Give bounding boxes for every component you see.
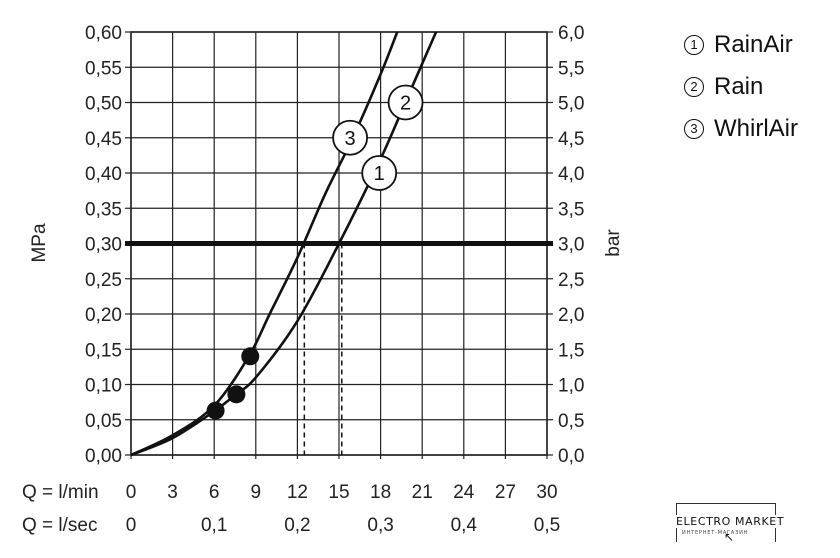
x-flow-tick-label: 30 [536,482,557,503]
x-flow-tick-label: 0 [126,482,137,503]
x-flow-sec-tick-label: 0,3 [367,515,393,536]
curve-marker-circle [332,119,368,156]
y-left-tick-label: 0,45 [85,129,122,150]
data-point [206,401,225,420]
y-right-tick-label: 1,5 [558,340,584,361]
y-right-tick-label: 2,5 [558,270,584,291]
y-left-tick-label: 0,10 [85,376,122,397]
y-left-tick-label: 0,20 [85,305,122,326]
legend-label: Rain [714,73,764,100]
y-right-tick-label: 5,0 [558,94,584,115]
y-left-tick-label: 0,50 [85,94,122,115]
legend-number-badge: 2 [684,77,704,97]
y-right-tick-labels: 0,0 0,5 1,0 1,5 2,0 2,5 3,0 3,5 4,0 4,5 5,0 5,5 6,0 [558,23,584,467]
curve-marker-label: 2 [400,93,411,115]
series-line-upper [130,31,399,457]
series-line-lower [130,31,438,457]
data-point [227,385,246,404]
logo-text: ELECTRO MARKET [676,515,792,528]
curves-group [130,31,438,457]
legend-item-whirlair: 3 WhirlAir [684,108,798,150]
y-left-tick-label: 0,15 [85,340,122,361]
x-flow-tick-label: 27 [495,482,516,503]
y-left-tick-label: 0,30 [85,235,122,256]
y-left-tick-label: 0,55 [85,58,122,79]
y-right-tick-label: 1,0 [558,376,584,397]
x-flow-tick-label: 18 [370,482,391,503]
x-flow-sec-tick-label: 0,1 [201,515,227,536]
x-flow-tick-label: 15 [328,482,349,503]
x-flow-sec-tick-label: 0,2 [284,515,310,536]
x-flow-tick-label: 9 [251,482,262,503]
x-flow-tick-label: 21 [412,482,433,503]
y-right-tick-label: 5,5 [558,58,584,79]
legend-number-badge: 3 [684,119,704,139]
y-right-tick-label: 3,5 [558,199,584,220]
y-right-axis-title: bar [603,229,624,257]
x-flow-tick-label: 24 [453,482,475,503]
y-left-tick-label: 0,60 [85,23,122,44]
curve-marker-label: 3 [345,128,356,150]
curve-markers-group: 1 2 3 [332,84,424,191]
y-left-axis-title: MPa [29,223,50,263]
y-left-tick-label: 0,25 [85,270,122,291]
legend-label: RainAir [714,31,793,58]
legend-label: WhirlAir [714,115,798,142]
x-flow-sec-tick-label: 0 [126,515,137,536]
y-right-tick-label: 4,0 [558,164,584,185]
legend-item-rainair: 1 RainAir [684,24,798,66]
legend-number-badge: 1 [684,35,704,55]
x-flow-tick-label: 6 [209,482,220,503]
y-right-tick-label: 2,0 [558,305,584,326]
electro-market-logo: ELECTRO MARKET ИНТЕРНЕТ-МАГАЗИН ↖ [676,503,792,544]
y-left-tick-label: 0,40 [85,164,122,185]
y-right-tick-label: 0,5 [558,411,584,432]
curve-marker-circle [361,155,398,191]
curve-marker-label: 1 [374,163,385,185]
y-left-tick-label: 0,05 [85,411,122,432]
cursor-icon: ↖ [724,530,735,544]
x-flow-tick-label: 12 [287,482,308,503]
chart-legend: 1 RainAir 2 Rain 3 WhirlAir [684,24,798,150]
legend-item-rain: 2 Rain [684,66,798,108]
y-right-tick-label: 0,0 [558,446,584,467]
y-left-tick-label: 0,00 [85,446,122,467]
x-flow-tick-label: 3 [167,482,178,503]
y-left-tick-labels: 0,00 0,05 0,10 0,15 0,20 0,25 0,30 0,35 0,40 0,45… [85,23,122,467]
x-flow-sec-tick-label: 0,4 [451,515,478,536]
x-flow-sec-axis-title: Q = l/sec [22,515,98,536]
data-point [241,347,260,366]
curve-marker-circle [387,84,424,121]
y-right-tick-label: 6,0 [558,23,584,44]
y-left-tick-label: 0,35 [85,199,122,220]
x-tick-labels: 0 3 6 9 12 15 18 21 24 27 30 0 0,1 0,2 0,3 0,4 0,5 [126,482,561,536]
dots-group [206,347,260,420]
x-flow-axis-title: Q = l/min [22,482,99,503]
y-right-tick-label: 4,5 [558,129,584,150]
x-flow-sec-tick-label: 0,5 [534,515,560,536]
y-right-tick-label: 3,0 [558,235,584,256]
logo-subtext: ИНТЕРНЕТ-МАГАЗИН [682,530,749,536]
